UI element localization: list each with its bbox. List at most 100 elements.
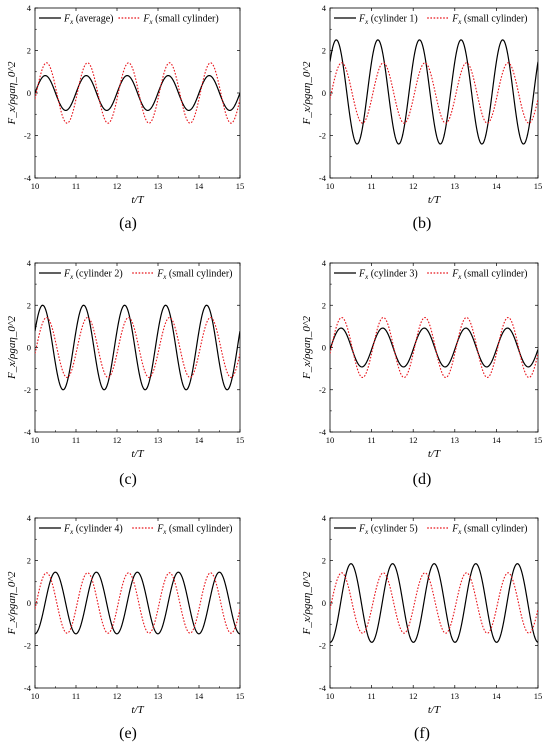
x-tick-label: 13 <box>154 691 163 701</box>
legend-entry: Fx (cylinder 1) <box>358 14 418 27</box>
y-axis-title: F_x/ρgaη_0^2 <box>6 571 18 636</box>
series-line-small-cylinder <box>330 572 538 634</box>
x-tick-label: 13 <box>451 435 460 445</box>
y-tick-label: -2 <box>319 641 326 651</box>
y-axis-title: F_x/ρgaη_0^2 <box>6 61 18 126</box>
x-tick-label: 14 <box>195 181 204 191</box>
x-tick-label: 11 <box>72 691 80 701</box>
y-tick-label: 4 <box>322 513 327 523</box>
y-axis-title: F_x/ρgaη_0^2 <box>301 571 313 636</box>
chart-panel: 10 11 12 13 14 15 -4 -2 0 2 4 Fx (cylinder 5) Fx (sm… <box>301 513 542 742</box>
x-tick-label: 15 <box>534 435 543 445</box>
x-tick-label: 10 <box>31 435 40 445</box>
legend-entry: Fx (small cylinder) <box>451 524 527 537</box>
x-tick-label: 15 <box>534 181 543 191</box>
panel-label: (e) <box>119 725 137 742</box>
y-tick-label: 2 <box>322 556 326 566</box>
y-tick-label: 2 <box>322 46 326 56</box>
y-tick-label: -4 <box>24 173 32 183</box>
x-tick-label: 10 <box>31 181 40 191</box>
x-axis-title: t/T <box>428 448 441 460</box>
y-tick-label: -2 <box>24 131 31 141</box>
y-tick-label: -4 <box>24 683 32 693</box>
x-tick-label: 10 <box>326 181 335 191</box>
plot-frame <box>34 262 241 433</box>
x-axis-title: t/T <box>131 448 144 460</box>
y-tick-label: 0 <box>27 88 31 98</box>
panel-label: (b) <box>413 215 432 232</box>
x-axis-title: t/T <box>131 704 144 716</box>
y-tick-label: 0 <box>322 343 326 353</box>
y-tick-label: 4 <box>322 258 327 268</box>
y-tick-label: 4 <box>27 258 32 268</box>
series-line-primary <box>330 327 538 368</box>
x-tick-label: 12 <box>113 435 122 445</box>
x-tick-label: 13 <box>451 181 460 191</box>
x-tick-label: 10 <box>31 691 40 701</box>
x-tick-label: 11 <box>368 691 376 701</box>
x-tick-label: 11 <box>368 181 376 191</box>
legend-entry: Fx (small cylinder) <box>451 269 527 282</box>
y-tick-label: 4 <box>27 3 32 13</box>
y-tick-label: 0 <box>322 598 326 608</box>
y-axis-title: F_x/ρgaη_0^2 <box>301 315 313 380</box>
legend-entry: Fx (small cylinder) <box>156 524 232 537</box>
y-tick-label: 0 <box>322 88 326 98</box>
y-tick-label: 0 <box>27 343 31 353</box>
series-line-small-cylinder <box>330 316 538 379</box>
chart-panel: 10 11 12 13 14 15 -4 -2 0 2 4 Fx (cylinder 1) Fx (sm… <box>301 3 542 232</box>
x-tick-label: 10 <box>326 435 335 445</box>
x-tick-label: 13 <box>451 691 460 701</box>
x-tick-label: 14 <box>492 691 501 701</box>
series-line-primary <box>35 74 240 112</box>
chart-panel: 10 11 12 13 14 15 -4 -2 0 2 4 Fx (cylinder 3) Fx (sm… <box>301 258 542 488</box>
y-tick-label: -4 <box>319 173 327 183</box>
chart-panel: 10 11 12 13 14 15 -4 -2 0 2 4 Fx (cylinder 4) Fx (sm… <box>6 513 244 742</box>
x-tick-label: 10 <box>326 691 335 701</box>
legend-entry: Fx (cylinder 5) <box>358 524 418 537</box>
x-tick-label: 12 <box>113 181 122 191</box>
legend-entry: Fx (cylinder 3) <box>358 269 418 282</box>
y-tick-label: 4 <box>322 3 327 13</box>
x-tick-label: 12 <box>113 691 122 701</box>
x-tick-label: 12 <box>409 691 418 701</box>
x-axis-title: t/T <box>428 194 441 206</box>
legend-entry: Fx (small cylinder) <box>142 14 218 27</box>
y-tick-label: -2 <box>24 641 31 651</box>
y-tick-label: -4 <box>319 427 327 437</box>
x-tick-label: 15 <box>534 691 543 701</box>
y-tick-label: 4 <box>27 513 32 523</box>
x-tick-label: 14 <box>195 435 204 445</box>
panel-label: (a) <box>119 215 137 232</box>
panel-label: (f) <box>414 725 430 742</box>
chart-panel: 10 11 12 13 14 15 -4 -2 0 2 4 Fx (average) Fx (small… <box>6 3 244 232</box>
legend-entry: Fx (small cylinder) <box>451 14 527 27</box>
x-tick-label: 12 <box>409 435 418 445</box>
series-line-primary <box>35 304 240 391</box>
series-line-primary <box>35 571 240 635</box>
plot-frame <box>329 262 539 433</box>
series-line-primary <box>330 39 538 145</box>
x-tick-label: 11 <box>72 435 80 445</box>
series-line-small-cylinder <box>35 572 240 634</box>
plot-frame <box>329 7 539 179</box>
x-axis-title: t/T <box>131 194 144 206</box>
y-tick-label: 2 <box>27 300 31 310</box>
series-line-primary <box>330 563 538 643</box>
legend-entry: Fx (cylinder 2) <box>63 269 123 282</box>
x-tick-label: 14 <box>195 691 204 701</box>
legend-entry: Fx (cylinder 4) <box>63 524 123 537</box>
legend-entry: Fx (average) <box>63 14 113 27</box>
y-tick-label: 0 <box>27 598 31 608</box>
y-tick-label: -2 <box>24 385 31 395</box>
chart-panel: 10 11 12 13 14 15 -4 -2 0 2 4 Fx (cylinder 2) Fx (sm… <box>6 258 244 488</box>
x-axis-title: t/T <box>428 704 441 716</box>
x-tick-label: 12 <box>409 181 418 191</box>
x-tick-label: 15 <box>236 691 245 701</box>
x-tick-label: 15 <box>236 181 245 191</box>
y-tick-label: 2 <box>27 46 31 56</box>
y-tick-label: 2 <box>322 300 326 310</box>
y-tick-label: -4 <box>319 683 327 693</box>
x-tick-label: 13 <box>154 181 163 191</box>
